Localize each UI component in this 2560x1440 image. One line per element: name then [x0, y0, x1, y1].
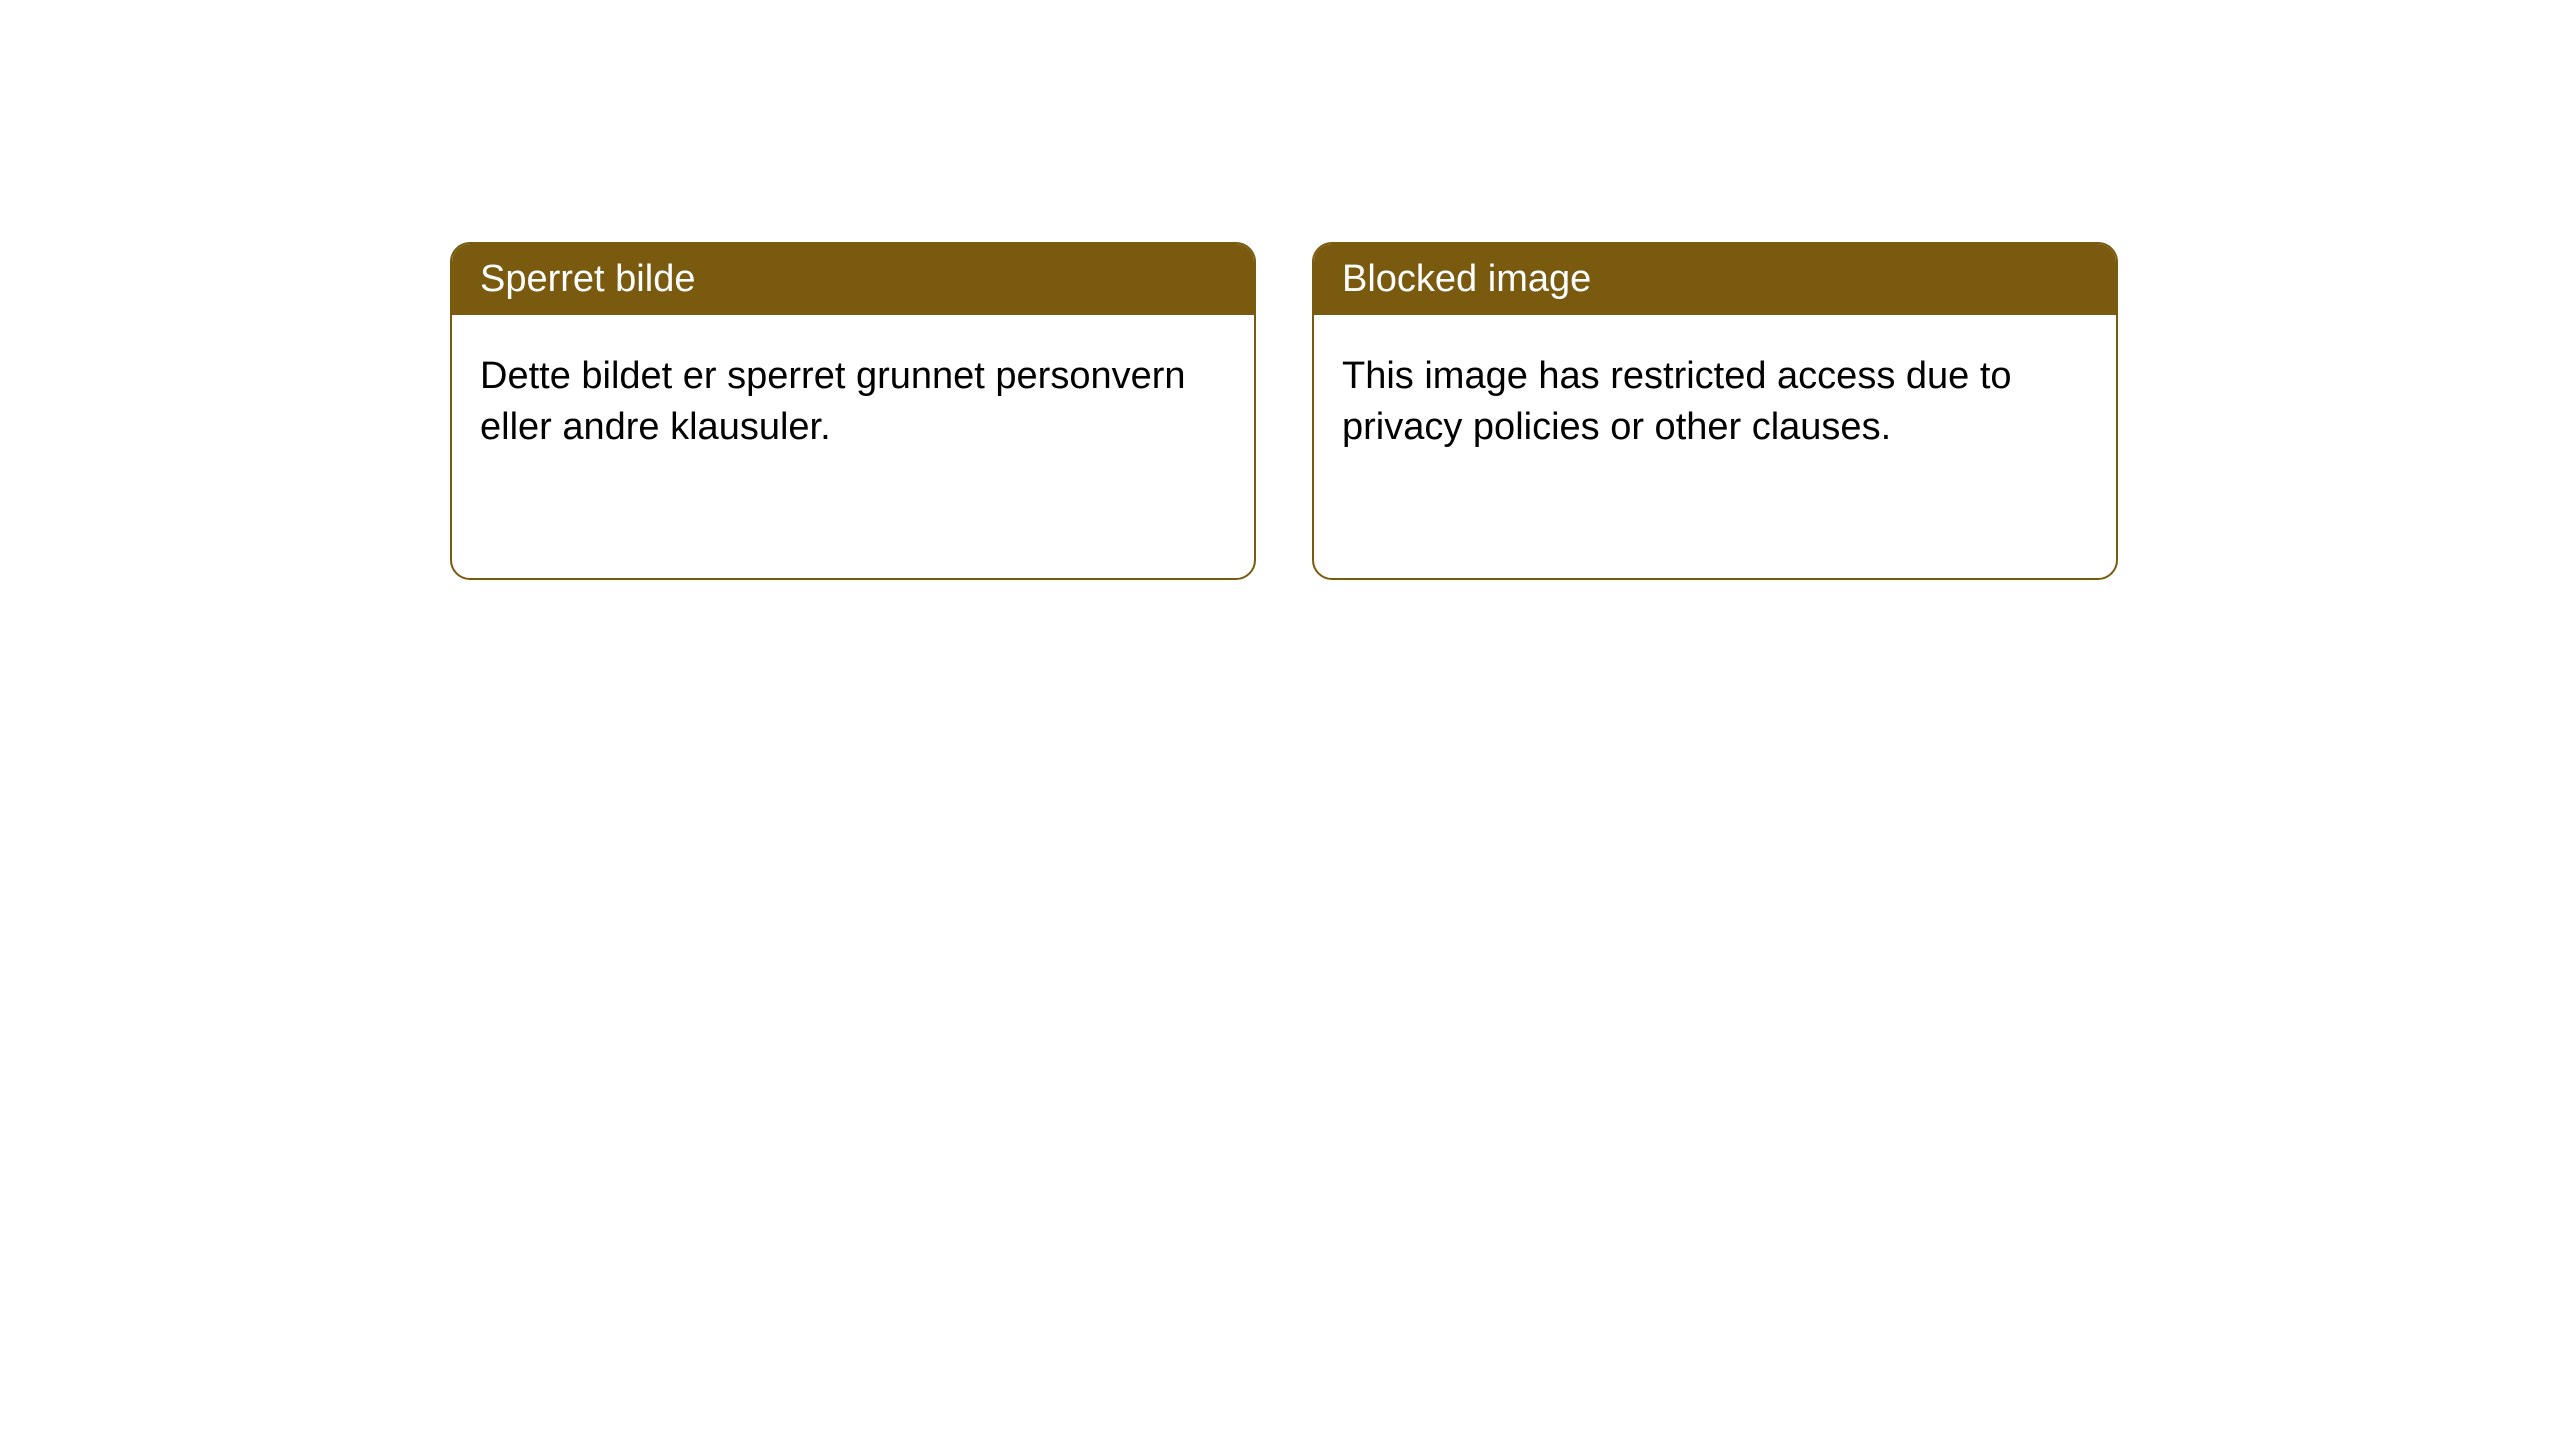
notice-title-english: Blocked image: [1342, 258, 1591, 300]
notice-body-norwegian: Dette bildet er sperret grunnet personve…: [452, 315, 1254, 490]
notice-text-norwegian: Dette bildet er sperret grunnet personve…: [480, 355, 1186, 448]
notice-card-norwegian: Sperret bilde Dette bildet er sperret gr…: [450, 242, 1256, 580]
notice-body-english: This image has restricted access due to …: [1314, 315, 2116, 490]
notice-text-english: This image has restricted access due to …: [1342, 355, 2012, 448]
notice-header-norwegian: Sperret bilde: [452, 244, 1254, 315]
notice-header-english: Blocked image: [1314, 244, 2116, 315]
notice-container: Sperret bilde Dette bildet er sperret gr…: [450, 242, 2118, 580]
notice-title-norwegian: Sperret bilde: [480, 258, 695, 300]
notice-card-english: Blocked image This image has restricted …: [1312, 242, 2118, 580]
